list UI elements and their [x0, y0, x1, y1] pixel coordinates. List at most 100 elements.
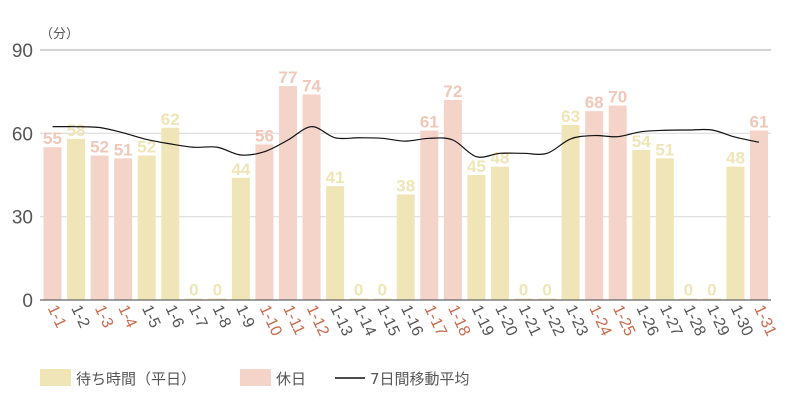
data-label: 62	[161, 110, 180, 129]
bar	[679, 298, 698, 300]
data-label: 58	[67, 121, 86, 140]
x-tick-label: 1-1	[44, 303, 69, 331]
bar	[561, 125, 580, 300]
x-tick-label: 1-22	[538, 303, 567, 339]
bar	[208, 298, 227, 300]
bar	[349, 298, 368, 300]
moving-average-line	[52, 126, 760, 158]
bar	[114, 158, 133, 300]
bar	[538, 298, 557, 300]
bar	[161, 127, 180, 301]
bar	[90, 155, 109, 300]
x-tick-label: 1-26	[633, 303, 662, 339]
data-label: 51	[655, 140, 674, 159]
x-tick-label: 1-8	[209, 303, 234, 331]
x-tick-label: 1-18	[444, 303, 473, 339]
data-label: 0	[542, 281, 551, 300]
bar	[514, 298, 533, 300]
data-label: 0	[213, 281, 222, 300]
bar	[137, 155, 156, 300]
data-label: 54	[632, 132, 651, 151]
data-label: 0	[684, 281, 693, 300]
data-label: 0	[519, 281, 528, 300]
x-tick-label: 1-9	[232, 303, 257, 331]
data-label: 74	[302, 76, 321, 95]
x-tick-label: 1-27	[656, 303, 685, 339]
bar	[490, 166, 509, 300]
y-tick-label: 60	[12, 124, 33, 145]
data-label: 44	[231, 160, 250, 179]
x-tick-label: 1-25	[609, 303, 638, 339]
data-label: 68	[585, 93, 604, 112]
data-label: 61	[420, 113, 439, 132]
x-tick-label: 1-16	[397, 303, 426, 339]
data-label: 77	[279, 68, 298, 87]
bar	[302, 94, 321, 300]
bar	[184, 298, 203, 300]
bar	[702, 298, 721, 300]
bar	[67, 138, 86, 300]
bar	[585, 111, 604, 300]
data-label: 55	[43, 129, 62, 148]
bar	[255, 144, 274, 300]
x-tick-label: 1-13	[326, 303, 355, 339]
y-tick-label: 0	[22, 291, 33, 312]
data-label: 61	[750, 113, 769, 132]
x-tick-label: 1-15	[374, 303, 403, 339]
y-tick-label: 90	[12, 41, 33, 62]
bar	[43, 147, 62, 300]
x-tick-label: 1-19	[468, 303, 497, 339]
x-tick-label: 1-28	[680, 303, 709, 339]
bar	[231, 177, 250, 300]
data-label: 56	[255, 126, 274, 145]
x-tick-label: 1-5	[138, 303, 163, 331]
x-tick-label: 1-17	[421, 303, 450, 339]
x-tick-label: 1-14	[350, 303, 379, 339]
data-label: 72	[443, 82, 462, 101]
bar	[655, 158, 674, 300]
bar	[726, 166, 745, 300]
x-tick-label: 1-12	[303, 303, 332, 339]
y-unit-label: （分）	[40, 27, 79, 42]
x-tick-label: 1-30	[727, 303, 756, 339]
bar	[396, 194, 415, 300]
legend: 待ち時間（平日） 休日 7日間移動平均	[40, 369, 470, 388]
x-tick-label: 1-29	[703, 303, 732, 339]
legend-swatch-weekday	[40, 369, 71, 386]
data-label: 45	[467, 157, 486, 176]
data-label: 51	[114, 140, 133, 159]
data-label: 0	[707, 281, 716, 300]
x-tick-label: 1-10	[256, 303, 285, 339]
data-label: 41	[326, 168, 345, 187]
x-tick-label: 1-2	[67, 303, 92, 331]
x-tick-label: 1-24	[586, 303, 615, 339]
data-label: 63	[561, 107, 580, 126]
legend-label-holiday: 休日	[276, 370, 306, 388]
x-tick-label: 1-7	[185, 303, 210, 331]
x-tick-label: 1-4	[115, 303, 140, 331]
bar	[420, 130, 439, 300]
data-label: 48	[490, 149, 509, 168]
data-label: 48	[726, 149, 745, 168]
x-tick-label: 1-31	[750, 303, 779, 339]
bar	[467, 175, 486, 300]
data-label: 38	[396, 176, 415, 195]
bar	[326, 186, 345, 300]
data-label: 0	[189, 281, 198, 300]
bar	[373, 298, 392, 300]
bar	[750, 130, 768, 300]
data-label: 0	[377, 281, 386, 300]
x-tick-label: 1-23	[562, 303, 591, 339]
x-tick-label: 1-3	[91, 303, 116, 331]
bar	[632, 150, 651, 300]
x-tick-label: 1-20	[491, 303, 520, 339]
x-tick-label: 1-21	[515, 303, 544, 339]
x-tick-label: 1-6	[162, 303, 187, 331]
y-tick-label: 30	[12, 208, 33, 229]
data-label: 52	[137, 138, 156, 157]
data-label: 52	[90, 138, 109, 157]
data-label: 70	[608, 88, 627, 107]
legend-label-moving-average: 7日間移動平均	[370, 370, 470, 388]
data-label: 0	[354, 281, 363, 300]
